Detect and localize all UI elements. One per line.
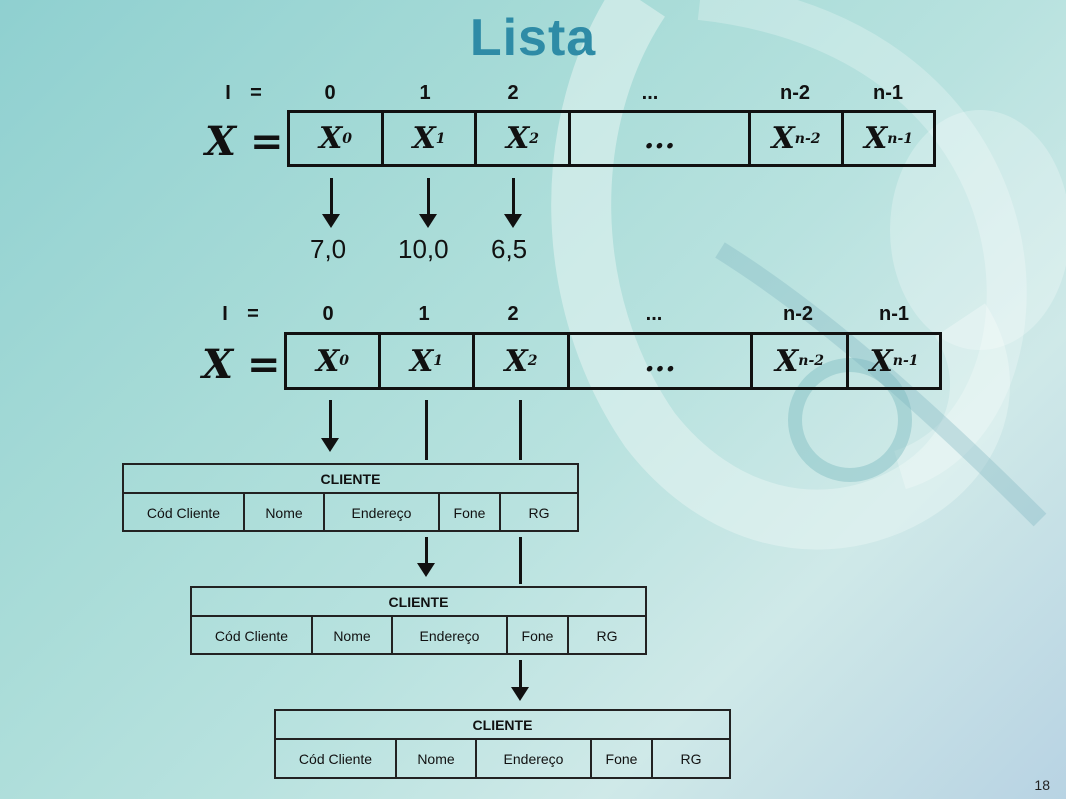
index-2: 2: [507, 303, 519, 325]
field-cod-cliente: Cód Cliente: [192, 617, 313, 655]
value-2: 6,5: [491, 234, 528, 264]
arrow-head: [417, 563, 435, 577]
cell-subscript: 2: [529, 130, 540, 147]
connector-line: [425, 400, 428, 460]
index-n-2: n-2: [780, 82, 810, 104]
cell-symbol: X: [869, 343, 893, 379]
field-fone: Fone: [592, 740, 653, 778]
field-endereco: Endereço: [325, 494, 440, 532]
arrow-line: [330, 178, 333, 216]
value-1: 10,0: [398, 234, 449, 264]
cell-symbol: X: [504, 343, 528, 379]
cell-symbol: ...: [644, 343, 676, 379]
arrow-head: [322, 214, 340, 228]
record-cliente-2: CLIENTE Cód Cliente Nome Endereço Fone R…: [190, 586, 647, 655]
cell-subscript: 1: [433, 353, 444, 369]
record-title: CLIENTE: [192, 588, 645, 617]
record-title: CLIENTE: [276, 711, 729, 740]
array-label: X =: [205, 118, 284, 165]
arrow-line: [425, 537, 428, 565]
record-title: CLIENTE: [124, 465, 577, 494]
cell-subscript: n-2: [798, 353, 824, 369]
arrow-line: [512, 178, 515, 216]
cell-symbol: X: [774, 343, 799, 379]
cell-subscript: n-1: [887, 130, 913, 147]
cell-symbol: X: [318, 121, 343, 156]
record-cliente-3: CLIENTE Cód Cliente Nome Endereço Fone R…: [274, 709, 731, 779]
field-fone: Fone: [440, 494, 501, 532]
connector-line: [519, 537, 522, 584]
arrow-head: [419, 214, 437, 228]
field-fone: Fone: [508, 617, 569, 655]
field-cod-cliente: Cód Cliente: [276, 740, 397, 778]
index-1: 1: [419, 82, 431, 104]
index-2: 2: [507, 82, 519, 104]
arrow-line: [519, 660, 522, 689]
cell-subscript: n-2: [794, 130, 821, 147]
cell-symbol: X: [315, 343, 340, 379]
field-nome: Nome: [245, 494, 325, 532]
arrow-head: [504, 214, 522, 228]
index-equals: =: [250, 82, 262, 104]
slide-title: Lista: [469, 9, 597, 67]
cell-symbol: X: [409, 343, 434, 379]
index-equals: =: [247, 303, 259, 325]
field-endereco: Endereço: [477, 740, 592, 778]
array-cell-ellipsis: ...: [571, 113, 751, 164]
cell-subscript: n-1: [892, 353, 919, 369]
index-ellipsis: ...: [641, 82, 659, 104]
index-label: I: [225, 82, 231, 104]
field-rg: RG: [680, 751, 702, 767]
cell-symbol: ...: [643, 121, 676, 156]
arrow-head: [321, 438, 339, 452]
record-cliente-1: CLIENTE Cód Cliente Nome Endereço Fone R…: [122, 463, 579, 532]
arrow-line: [427, 178, 430, 216]
cell-symbol: X: [505, 121, 530, 156]
field-rg: RG: [596, 628, 618, 644]
cell-subscript: 1: [435, 130, 446, 147]
index-1: 1: [418, 303, 430, 325]
array-label: X =: [202, 341, 281, 388]
arrow-line: [329, 400, 332, 440]
value-0: 7,0: [310, 234, 347, 264]
connector-line: [519, 400, 522, 460]
arrow-head: [511, 687, 529, 701]
index-0: 0: [324, 82, 336, 104]
index-label: I: [222, 303, 228, 325]
array-cell-ellipsis: ...: [570, 335, 753, 387]
index-n-1: n-1: [879, 303, 909, 325]
cell-symbol: X: [863, 121, 888, 156]
field-rg: RG: [528, 505, 550, 521]
field-nome: Nome: [397, 740, 477, 778]
cell-subscript: 0: [339, 353, 350, 369]
cell-subscript: 2: [527, 353, 538, 369]
index-0: 0: [322, 303, 334, 325]
page-number: 18: [1034, 777, 1050, 793]
index-n-1: n-1: [873, 82, 903, 104]
cell-symbol: X: [412, 121, 436, 156]
index-n-2: n-2: [783, 303, 813, 325]
field-cod-cliente: Cód Cliente: [124, 494, 245, 532]
index-ellipsis: ...: [645, 303, 663, 325]
field-nome: Nome: [313, 617, 393, 655]
cell-subscript: 0: [342, 130, 353, 147]
field-endereco: Endereço: [393, 617, 508, 655]
cell-symbol: X: [771, 121, 795, 156]
